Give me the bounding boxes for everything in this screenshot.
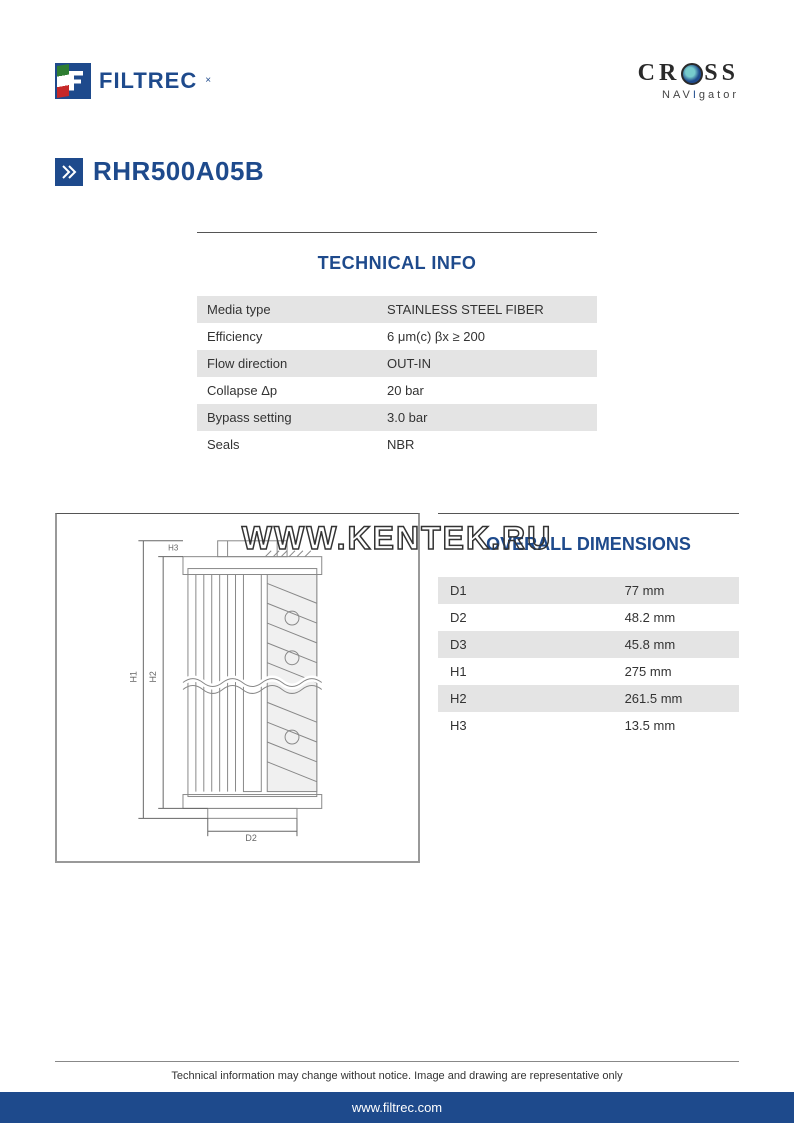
filtrec-brand-text: FILTREC bbox=[99, 68, 197, 94]
technical-info-table: Media typeSTAINLESS STEEL FIBEREfficienc… bbox=[197, 296, 597, 458]
table-row: H1275 mm bbox=[438, 658, 739, 685]
table-row: Flow directionOUT-IN bbox=[197, 350, 597, 377]
spec-label: Bypass setting bbox=[197, 404, 377, 431]
dim-value: 13.5 mm bbox=[613, 712, 739, 739]
dim-label: D2 bbox=[438, 604, 613, 631]
page-header: FILTREC × CRSS NAVIgator bbox=[55, 60, 739, 101]
page-footer: Technical information may change without… bbox=[0, 1061, 794, 1123]
table-row: Bypass setting3.0 bar bbox=[197, 404, 597, 431]
dim-label: H2 bbox=[438, 685, 613, 712]
cross-navigator-logo: CRSS NAVIgator bbox=[638, 60, 739, 101]
spec-value: 3.0 bar bbox=[377, 404, 597, 431]
dimensions-table: D177 mmD248.2 mmD345.8 mmH1275 mmH2261.5… bbox=[438, 577, 739, 739]
table-row: D345.8 mm bbox=[438, 631, 739, 658]
dim-value: 77 mm bbox=[613, 577, 739, 604]
product-title-row: RHR500A05B bbox=[55, 156, 739, 187]
table-row: H313.5 mm bbox=[438, 712, 739, 739]
dim-label: H3 bbox=[438, 712, 613, 739]
technical-drawing: H1 H2 H3 D2 bbox=[55, 513, 420, 863]
watermark: WWW.KENTEK.RU bbox=[242, 520, 552, 557]
footer-url: www.filtrec.com bbox=[0, 1092, 794, 1123]
table-row: D248.2 mm bbox=[438, 604, 739, 631]
drawing-label-h2: H2 bbox=[148, 671, 158, 682]
spec-label: Efficiency bbox=[197, 323, 377, 350]
dim-label: D1 bbox=[438, 577, 613, 604]
spec-label: Flow direction bbox=[197, 350, 377, 377]
table-row: SealsNBR bbox=[197, 431, 597, 458]
filter-drawing-svg: H1 H2 H3 D2 bbox=[69, 526, 406, 849]
technical-info-section: TECHNICAL INFO Media typeSTAINLESS STEEL… bbox=[197, 232, 597, 458]
dim-value: 48.2 mm bbox=[613, 604, 739, 631]
spec-value: STAINLESS STEEL FIBER bbox=[377, 296, 597, 323]
table-row: D177 mm bbox=[438, 577, 739, 604]
drawing-label-d2: D2 bbox=[245, 833, 256, 843]
filtrec-icon bbox=[55, 63, 91, 99]
table-row: Media typeSTAINLESS STEEL FIBER bbox=[197, 296, 597, 323]
spec-value: NBR bbox=[377, 431, 597, 458]
globe-icon bbox=[681, 63, 703, 85]
dim-label: D3 bbox=[438, 631, 613, 658]
cross-subtitle: NAVIgator bbox=[638, 89, 739, 101]
spec-label: Collapse Δp bbox=[197, 377, 377, 404]
table-row: Collapse Δp20 bar bbox=[197, 377, 597, 404]
spec-value: 6 μm(c) βx ≥ 200 bbox=[377, 323, 597, 350]
spec-label: Seals bbox=[197, 431, 377, 458]
technical-info-title: TECHNICAL INFO bbox=[197, 253, 597, 274]
spec-value: 20 bar bbox=[377, 377, 597, 404]
filtrec-logo: FILTREC × bbox=[55, 63, 211, 99]
cross-brand-text: CRSS bbox=[638, 60, 739, 87]
spec-label: Media type bbox=[197, 296, 377, 323]
dim-value: 45.8 mm bbox=[613, 631, 739, 658]
dim-value: 275 mm bbox=[613, 658, 739, 685]
product-code: RHR500A05B bbox=[93, 156, 264, 187]
filtrec-trademark: × bbox=[205, 75, 211, 86]
product-icon bbox=[55, 158, 83, 186]
spec-value: OUT-IN bbox=[377, 350, 597, 377]
dim-value: 261.5 mm bbox=[613, 685, 739, 712]
drawing-label-h3: H3 bbox=[168, 544, 179, 553]
disclaimer-text: Technical information may change without… bbox=[55, 1061, 739, 1092]
lower-section: H1 H2 H3 D2 OVERALL DIMENSIONS D177 mmD2… bbox=[55, 513, 739, 863]
dim-label: H1 bbox=[438, 658, 613, 685]
table-row: H2261.5 mm bbox=[438, 685, 739, 712]
table-row: Efficiency6 μm(c) βx ≥ 200 bbox=[197, 323, 597, 350]
drawing-label-h1: H1 bbox=[128, 671, 138, 682]
